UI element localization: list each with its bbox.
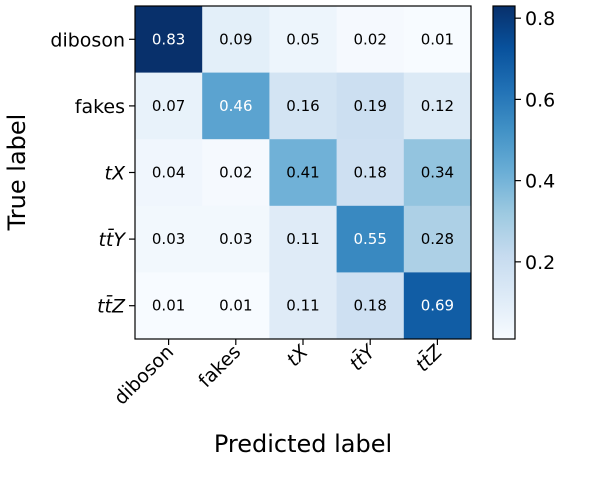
cell-value-label: 0.05 — [286, 30, 319, 48]
cell-value-label: 0.18 — [353, 297, 386, 315]
cell-value-label: 0.11 — [286, 230, 319, 248]
heatmap-cell — [403, 72, 472, 140]
heatmap-cell — [403, 205, 472, 273]
y-tick-labels: diboson fakes tX tt̄Y tt̄Z — [50, 29, 135, 318]
cell-value-label: 0.55 — [353, 230, 386, 248]
heatmap-cell — [336, 72, 405, 140]
y-tick-label: fakes — [75, 96, 125, 118]
cell-value-label: 0.09 — [219, 30, 252, 48]
cell-value-label: 0.18 — [353, 164, 386, 182]
heatmap-cell — [135, 6, 203, 74]
x-axis-label: Predicted label — [214, 430, 392, 458]
cell-value-label: 0.03 — [152, 230, 185, 248]
cell-value-label: 0.04 — [152, 164, 185, 182]
heatmap-cell — [202, 272, 270, 340]
x-tick-label: tt̄Z — [410, 339, 448, 377]
heatmap-cell — [269, 139, 338, 207]
heatmap-cell — [403, 139, 472, 207]
colorbar-tick-label: 0.4 — [525, 171, 555, 193]
heatmap-cell — [336, 272, 405, 340]
heatmap-cells: 0.83 0.09 0.05 0.02 0.01 0.07 0.46 0.16 0.19 0.12… — [135, 6, 472, 340]
cell-value-label: 0.01 — [219, 297, 252, 315]
colorbar-ticks: 0.2 0.4 0.6 0.8 — [515, 8, 555, 274]
colorbar-tick-label: 0.6 — [525, 89, 555, 111]
heatmap-cell — [269, 72, 338, 140]
colorbar-tick-label: 0.2 — [525, 252, 555, 274]
cell-value-label: 0.83 — [152, 30, 185, 48]
y-tick-label: tt̄Y — [98, 227, 126, 251]
heatmap-cell — [202, 72, 270, 140]
cell-value-label: 0.34 — [421, 164, 454, 182]
heatmap-cell — [336, 205, 405, 273]
heatmap-cell — [135, 139, 203, 207]
heatmap-cell — [336, 6, 405, 74]
heatmap-cell — [202, 205, 270, 273]
cell-value-label: 0.41 — [286, 164, 319, 182]
x-tick-label: diboson — [110, 341, 178, 409]
x-tick-label: tt̄Y — [344, 338, 381, 375]
colorbar — [492, 5, 516, 340]
heatmap-cell — [269, 205, 338, 273]
cell-value-label: 0.11 — [286, 297, 319, 315]
heatmap-cell — [403, 272, 472, 340]
cell-value-label: 0.16 — [286, 97, 319, 115]
cell-value-label: 0.02 — [353, 30, 386, 48]
cell-value-label: 0.46 — [219, 97, 252, 115]
heatmap-cell — [135, 272, 203, 340]
cell-value-label: 0.69 — [421, 297, 454, 315]
heatmap-cell — [135, 205, 203, 273]
heatmap-cell — [336, 139, 405, 207]
y-tick-label: tt̄Z — [97, 293, 126, 317]
cell-value-label: 0.02 — [219, 164, 252, 182]
cell-value-label: 0.28 — [421, 230, 454, 248]
heatmap-cell — [135, 72, 203, 140]
cell-value-label: 0.01 — [152, 297, 185, 315]
colorbar-tick-label: 0.8 — [525, 8, 555, 30]
heatmap-cell — [269, 272, 338, 340]
x-tick-label: fakes — [194, 341, 245, 392]
heatmap-cell — [202, 6, 270, 74]
y-tick-label: diboson — [50, 29, 125, 51]
heatmap-cell — [202, 139, 270, 207]
x-tick-label: tX — [283, 340, 314, 371]
cell-value-label: 0.12 — [421, 97, 454, 115]
y-axis-label: True label — [3, 114, 31, 232]
cell-value-label: 0.07 — [152, 97, 185, 115]
heatmap-cell — [403, 6, 472, 74]
heatmap-cell — [269, 6, 338, 74]
x-tick-labels: diboson fakes tX tt̄Y tt̄Z — [110, 338, 448, 409]
cell-value-label: 0.01 — [421, 30, 454, 48]
y-tick-label: tX — [105, 163, 126, 185]
cell-value-label: 0.19 — [353, 97, 386, 115]
cell-value-label: 0.03 — [219, 230, 252, 248]
